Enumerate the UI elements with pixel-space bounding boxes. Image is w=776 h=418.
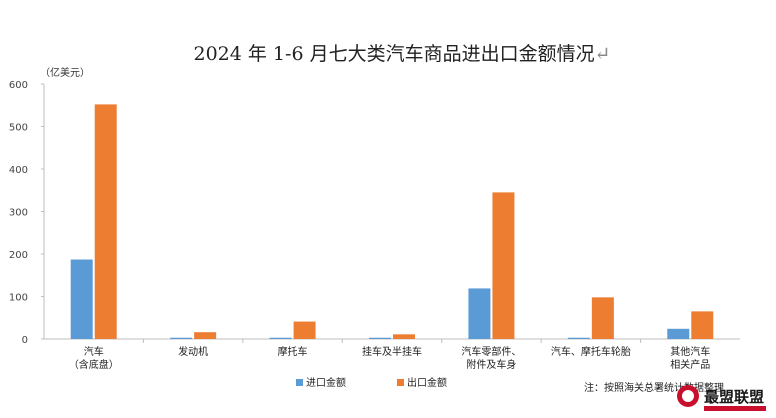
y-axis-unit: （亿美元） (40, 66, 90, 79)
chart-title: 2024 年 1-6 月七大类汽车商品进出口金额情况↵ (194, 43, 611, 65)
bar-import (468, 288, 491, 339)
category-label: （含底盘） (69, 358, 119, 371)
category-label: 其他汽车 (670, 345, 710, 358)
bar-export (94, 104, 117, 340)
bar-export (293, 321, 316, 339)
category-label: 摩托车 (278, 345, 308, 358)
category-label: 发动机 (178, 345, 208, 358)
y-tick-label: 0 (22, 335, 28, 346)
category-labels: 汽车（含底盘） 发动机 摩托车 挂车及半挂车 汽车零部件、附件及车身 汽车、摩托车轮胎 其他… (69, 345, 711, 371)
y-tick-label: 300 (9, 208, 28, 219)
y-axis-ticks: 0 100 200 300 400 500 600 (9, 80, 44, 346)
category-label: 汽车、摩托车轮胎 (551, 345, 631, 358)
bar-export (591, 297, 614, 339)
bar-import (667, 328, 690, 339)
footnote: 注：按照海关总署统计数据整理 (584, 381, 724, 394)
bar-import (170, 337, 193, 339)
bar-import (369, 337, 391, 339)
bar-import (70, 259, 93, 339)
bar-export (492, 192, 515, 339)
category-label: 挂车及半挂车 (362, 345, 422, 358)
legend-swatch-export (397, 379, 404, 386)
y-tick-label: 100 (9, 293, 28, 304)
category-label: 相关产品 (670, 358, 710, 371)
bar-import (269, 337, 292, 339)
watermark-logo-inner (682, 390, 694, 402)
watermark-underline (704, 406, 766, 411)
bar-export (393, 334, 415, 339)
bar-export (691, 311, 714, 339)
bar-export (194, 332, 217, 339)
y-tick-label: 500 (9, 123, 28, 134)
legend: 进口金额 出口金额 (296, 376, 447, 389)
legend-label-export: 出口金额 (407, 376, 447, 389)
axes (43, 84, 740, 343)
legend-label-import: 进口金额 (306, 376, 346, 389)
watermark-logo: 最盟联盟 (677, 385, 766, 411)
category-label: 汽车零部件、 (461, 345, 521, 358)
legend-swatch-import (296, 379, 303, 386)
bars (70, 104, 714, 340)
category-label: 附件及车身 (466, 358, 516, 371)
category-label: 汽车 (84, 345, 104, 358)
y-tick-label: 200 (9, 250, 28, 261)
y-tick-label: 600 (9, 80, 28, 91)
watermark-text: 最盟联盟 (704, 388, 764, 406)
y-tick-label: 400 (9, 165, 28, 176)
bar-import (567, 337, 590, 339)
